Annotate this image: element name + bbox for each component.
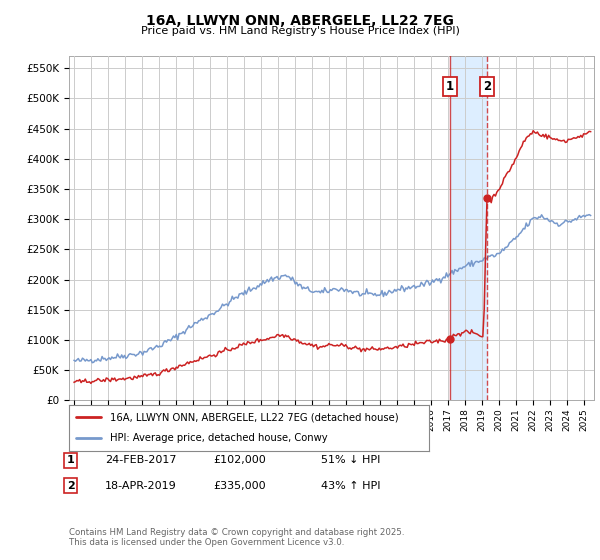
Text: 2: 2 [483, 80, 491, 93]
Text: HPI: Average price, detached house, Conwy: HPI: Average price, detached house, Conw… [110, 433, 328, 444]
Text: 1: 1 [446, 80, 454, 93]
Text: £102,000: £102,000 [213, 455, 266, 465]
Text: £335,000: £335,000 [213, 480, 266, 491]
Text: 16A, LLWYN ONN, ABERGELE, LL22 7EG: 16A, LLWYN ONN, ABERGELE, LL22 7EG [146, 14, 454, 28]
Text: 24-FEB-2017: 24-FEB-2017 [105, 455, 176, 465]
Text: 51% ↓ HPI: 51% ↓ HPI [321, 455, 380, 465]
Text: Contains HM Land Registry data © Crown copyright and database right 2025.
This d: Contains HM Land Registry data © Crown c… [69, 528, 404, 547]
Text: 2: 2 [67, 480, 74, 491]
Text: 16A, LLWYN ONN, ABERGELE, LL22 7EG (detached house): 16A, LLWYN ONN, ABERGELE, LL22 7EG (deta… [110, 412, 399, 422]
Text: 43% ↑ HPI: 43% ↑ HPI [321, 480, 380, 491]
Text: Price paid vs. HM Land Registry's House Price Index (HPI): Price paid vs. HM Land Registry's House … [140, 26, 460, 36]
Text: 1: 1 [67, 455, 74, 465]
Bar [450, 56, 487, 400]
Text: 18-APR-2019: 18-APR-2019 [105, 480, 177, 491]
